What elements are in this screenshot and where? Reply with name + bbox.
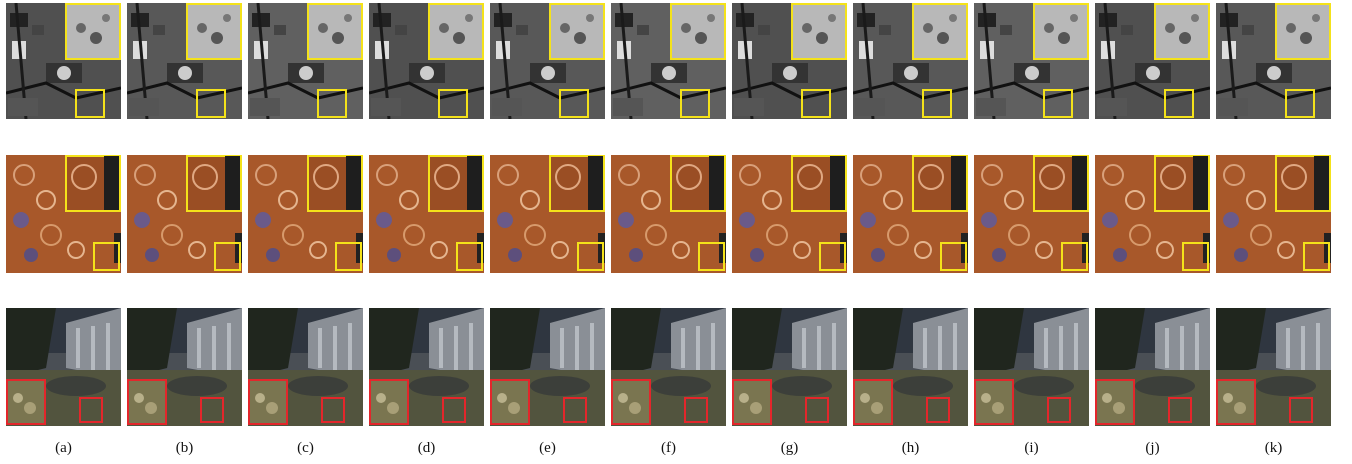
aerial-photo (853, 3, 968, 119)
aerial-photo (974, 3, 1089, 119)
column-label: (a) (55, 440, 72, 456)
street-photo (248, 308, 363, 426)
street-photo (974, 308, 1089, 426)
street-tile (732, 308, 847, 426)
aerial-tile (732, 3, 847, 119)
column-label: (h) (901, 440, 920, 456)
aerial-photo (127, 3, 242, 119)
aerial-photo (248, 3, 363, 119)
street-tile (1095, 308, 1210, 426)
street-photo (6, 308, 121, 426)
fabric-tile (6, 155, 121, 273)
column-labels: (a) (b) (c) (d) (e) (f) (g) (h) (i) (j) (k) (6, 440, 1331, 457)
aerial-tile (611, 3, 726, 119)
fabric-tile (248, 155, 363, 273)
fabric-tile (732, 155, 847, 273)
aerial-tile (974, 3, 1089, 119)
aerial-tile (1095, 3, 1210, 119)
street-tile (611, 308, 726, 426)
aerial-image-row (6, 3, 1331, 119)
column-label: (b) (175, 440, 194, 456)
fabric-tile (490, 155, 605, 273)
street-tile (490, 308, 605, 426)
street-photo (611, 308, 726, 426)
column-label: (f) (661, 440, 676, 456)
aerial-photo (611, 3, 726, 119)
fabric-photo (1216, 155, 1331, 273)
street-tile (248, 308, 363, 426)
fabric-tile (611, 155, 726, 273)
street-photo (1095, 308, 1210, 426)
street-tile (6, 308, 121, 426)
column-label: (j) (1145, 440, 1160, 456)
aerial-photo (6, 3, 121, 119)
column-label: (c) (297, 440, 314, 456)
fabric-photo (611, 155, 726, 273)
aerial-photo (490, 3, 605, 119)
aerial-tile (248, 3, 363, 119)
fabric-photo (732, 155, 847, 273)
street-image-row (6, 308, 1331, 426)
fabric-photo (127, 155, 242, 273)
fabric-tile (1095, 155, 1210, 273)
street-photo (1216, 308, 1331, 426)
fabric-tile (974, 155, 1089, 273)
street-photo (127, 308, 242, 426)
street-photo (732, 308, 847, 426)
fabric-photo (6, 155, 121, 273)
column-label: (d) (417, 440, 436, 456)
fabric-tile (853, 155, 968, 273)
street-tile (1216, 308, 1331, 426)
aerial-photo (732, 3, 847, 119)
aerial-photo (1216, 3, 1331, 119)
fabric-tile (1216, 155, 1331, 273)
street-photo (490, 308, 605, 426)
fabric-tile (127, 155, 242, 273)
street-tile (369, 308, 484, 426)
fabric-image-row (6, 155, 1331, 273)
column-label: (e) (539, 440, 556, 456)
fabric-photo (248, 155, 363, 273)
aerial-tile (6, 3, 121, 119)
street-photo (853, 308, 968, 426)
street-photo (369, 308, 484, 426)
column-label: (k) (1264, 440, 1283, 456)
street-tile (853, 308, 968, 426)
aerial-photo (1095, 3, 1210, 119)
street-tile (127, 308, 242, 426)
aerial-tile (1216, 3, 1331, 119)
aerial-photo (369, 3, 484, 119)
street-tile (974, 308, 1089, 426)
column-label: (i) (1024, 440, 1039, 456)
fabric-photo (853, 155, 968, 273)
fabric-photo (369, 155, 484, 273)
fabric-tile (369, 155, 484, 273)
fabric-photo (1095, 155, 1210, 273)
fabric-photo (490, 155, 605, 273)
aerial-tile (853, 3, 968, 119)
fabric-photo (974, 155, 1089, 273)
column-label: (g) (780, 440, 799, 456)
aerial-tile (490, 3, 605, 119)
aerial-tile (369, 3, 484, 119)
aerial-tile (127, 3, 242, 119)
